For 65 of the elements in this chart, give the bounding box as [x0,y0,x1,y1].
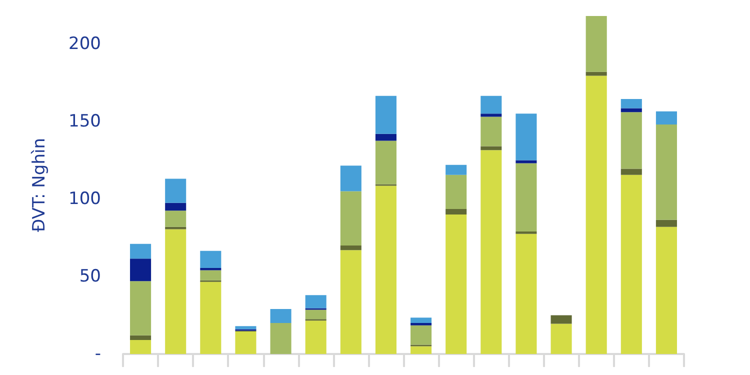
bar [375,140,396,184]
bar [446,209,467,214]
bar [586,72,607,76]
bar [656,124,677,220]
bar [165,229,186,354]
bar [550,324,572,354]
bar [446,164,467,175]
bar [480,116,502,146]
bar [235,332,256,354]
bar [130,244,152,259]
bar [620,112,642,169]
bar [165,210,186,227]
bar [410,346,432,354]
bar [340,250,362,354]
bar [656,111,677,125]
bar [270,309,292,323]
bar [480,150,502,354]
bar [130,281,152,336]
bar [200,268,222,270]
bar [305,320,326,354]
bar [200,270,222,280]
bar [200,250,222,268]
bar [480,96,502,114]
bar [620,98,642,108]
bar [130,340,152,354]
bar [410,322,432,326]
bar [446,174,467,210]
bar [586,16,607,72]
bar [200,282,222,354]
bar [410,325,432,345]
bar [305,310,326,320]
y-axis-title: ĐVT: Nghìn [30,138,50,232]
y-tick-label: - [94,344,101,364]
bar [305,295,326,308]
bar [550,315,572,324]
y-tick-label: 50 [79,266,101,286]
bar [480,146,502,150]
y-tick-label: 150 [68,111,101,132]
bar [340,166,362,192]
bar [375,134,396,141]
bar [165,178,186,203]
bar [410,318,432,323]
bar [480,114,502,117]
bar [586,76,607,354]
bar [130,335,152,340]
bar [130,258,152,282]
bar [340,245,362,250]
bar [375,96,396,134]
bar [516,163,537,232]
bar [270,322,292,354]
bar [235,326,256,330]
bar [620,108,642,112]
y-tick-label: 100 [68,188,101,209]
bar [516,234,537,354]
bar [446,214,467,354]
y-tick-label: 200 [68,34,101,54]
bar [165,202,186,211]
bar [340,191,362,246]
bar [620,168,642,175]
bar [656,220,677,227]
bar [516,160,537,164]
bar [620,174,642,354]
bar [375,186,396,354]
bar [516,114,537,160]
bar [656,226,677,354]
